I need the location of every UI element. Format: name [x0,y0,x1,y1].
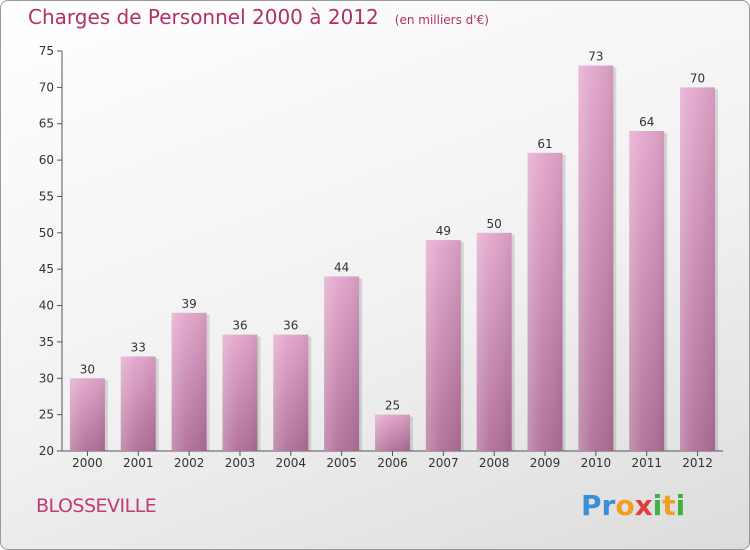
chart-title-text: Charges de Personnel 2000 à 2012 [28,5,379,29]
y-tick-label: 25 [39,408,54,422]
x-tick-label: 2005 [326,456,357,470]
data-label: 70 [690,71,705,85]
data-label: 36 [232,319,247,333]
data-label: 50 [487,217,502,231]
bar-shine [629,131,665,451]
x-tick-label: 2000 [72,456,103,470]
y-tick-label: 75 [39,44,54,58]
x-tick-label: 2004 [276,456,307,470]
bar-shine [375,414,410,451]
bar-shine [425,240,461,451]
bar-shine [120,356,156,451]
bars [69,65,719,451]
chart-title: Charges de Personnel 2000 à 2012 (en mill… [28,5,489,29]
data-label: 39 [181,297,196,311]
x-tick-label: 2009 [530,456,561,470]
y-tick-label: 65 [39,117,54,131]
data-label: 36 [283,319,298,333]
y-tick-label: 70 [39,80,54,94]
data-label: 73 [588,50,603,64]
bar-shine [69,378,105,451]
x-tick-label: 2011 [631,456,662,470]
data-label: 64 [639,115,654,129]
bar-shine [171,312,207,451]
y-tick-label: 55 [39,189,54,203]
axes: 20 25 30 35 40 45 50 55 60 65 70 75 2000 2001 2002 2003… [39,44,723,470]
data-label: 44 [334,260,349,274]
data-label: 33 [131,340,146,354]
bar-shine [527,152,563,451]
y-tick-label: 50 [39,226,54,240]
bar-shine [680,87,716,451]
x-tick-label: 2008 [479,456,510,470]
proxiti-logo: Proxiti [581,489,686,522]
x-tick-label: 2012 [682,456,713,470]
data-label: 61 [537,137,552,151]
bar-shine [222,334,258,451]
bar-shine [476,232,512,451]
chart-subtitle: (en milliers d'€) [394,13,489,27]
data-labels: 30 33 39 36 36 44 25 49 50 61 73 64 70 [80,50,705,413]
bar-shine [273,334,309,451]
x-tick-label: 2002 [174,456,205,470]
y-tick-label: 60 [39,153,54,167]
town-name: BLOSSEVILLE [36,495,157,517]
data-label: 30 [80,362,95,376]
data-label: 49 [436,224,451,238]
x-tick-label: 2010 [581,456,612,470]
x-tick-label: 2006 [377,456,408,470]
y-tick-label: 30 [39,371,54,385]
bar-shine [578,65,614,451]
x-tick-label: 2001 [123,456,154,470]
bar-shine [324,276,360,451]
y-tick-label: 20 [39,444,54,458]
y-tick-label: 35 [39,335,54,349]
x-tick-label: 2003 [225,456,256,470]
y-tick-label: 40 [39,299,54,313]
x-tick-label: 2007 [428,456,459,470]
y-tick-label: 45 [39,262,54,276]
data-label: 25 [385,399,400,413]
